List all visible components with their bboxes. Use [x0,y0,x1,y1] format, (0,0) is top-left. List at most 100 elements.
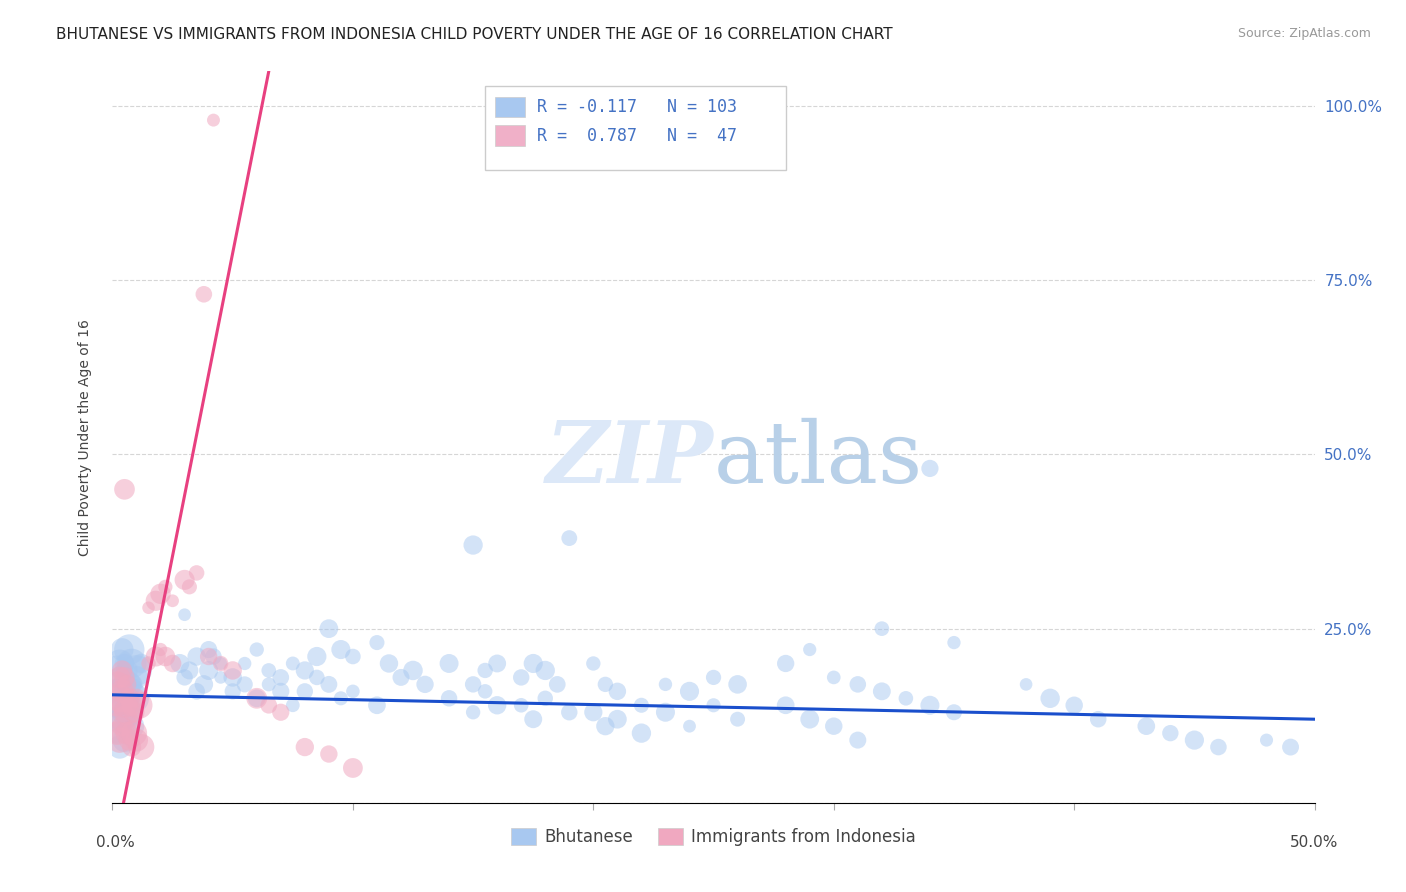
Point [294,684,316,698]
Point [138,600,160,615]
Point [630,726,652,740]
Point [727,677,749,691]
Text: 0.0%: 0.0% [96,836,135,850]
Point [1135,719,1157,733]
Point [246,691,269,706]
Point [342,761,364,775]
Y-axis label: Child Poverty Under the Age of 16: Child Poverty Under the Age of 16 [77,318,91,556]
Point [270,670,292,684]
Point [108,691,131,706]
Point [108,684,131,698]
Text: ZIP: ZIP [546,417,714,500]
Point [727,712,749,726]
Point [202,649,225,664]
Point [104,684,127,698]
Point [1279,740,1302,755]
Point [775,698,797,713]
Point [534,691,557,706]
Point [193,677,215,691]
Point [162,594,184,608]
Point [894,691,917,706]
Text: BHUTANESE VS IMMIGRANTS FROM INDONESIA CHILD POVERTY UNDER THE AGE OF 16 CORRELA: BHUTANESE VS IMMIGRANTS FROM INDONESIA C… [56,27,893,42]
Point [474,684,496,698]
Point [145,594,167,608]
Point [257,664,280,678]
Point [115,677,138,691]
Point [121,657,143,671]
Point [654,677,676,691]
Point [846,733,869,747]
Point [105,698,128,713]
Point [131,740,153,755]
Point [1039,691,1062,706]
Point [155,649,177,664]
Point [121,677,143,691]
Point [510,670,533,684]
Point [105,726,128,740]
Point [128,698,150,713]
Point [329,642,352,657]
Point [155,580,177,594]
Point [122,726,145,740]
Point [305,649,328,664]
Point [111,642,134,657]
Point [115,719,138,733]
Point [149,642,172,657]
Point [942,635,965,649]
Point [186,684,208,698]
Point [125,733,148,747]
Point [121,740,143,755]
Point [329,691,352,706]
Point [366,635,388,649]
Point [193,287,215,301]
Point [197,642,219,657]
Point [257,698,280,713]
Point [678,719,700,733]
Point [115,705,138,719]
Point [222,670,245,684]
Point [186,566,208,580]
Point [118,684,141,698]
Point [318,747,340,761]
Point [114,670,136,684]
Point [799,642,821,657]
Point [115,664,138,678]
Point [233,677,256,691]
Point [678,684,700,698]
Point [111,670,134,684]
Point [294,664,316,678]
Point [606,712,628,726]
Point [114,698,136,713]
Point [461,705,484,719]
Point [1015,677,1038,691]
Point [121,719,143,733]
Point [318,677,340,691]
Point [413,677,436,691]
Point [595,677,617,691]
Point [522,657,544,671]
Point [115,726,138,740]
Point [125,691,148,706]
Point [111,712,134,726]
Point [823,670,845,684]
Point [105,726,128,740]
Point [1063,698,1085,713]
Point [111,705,134,719]
Point [510,698,533,713]
Point [111,664,134,678]
Point [233,657,256,671]
Point [162,657,184,671]
Point [1087,712,1109,726]
Point [173,573,195,587]
Point [558,531,581,545]
Point [342,684,364,698]
Point [558,705,581,719]
Point [125,670,148,684]
Point [145,649,167,664]
Point [111,684,134,698]
Bar [495,97,524,118]
Point [437,691,460,706]
Point [209,657,232,671]
Point [486,698,509,713]
Text: 50.0%: 50.0% [1291,836,1339,850]
